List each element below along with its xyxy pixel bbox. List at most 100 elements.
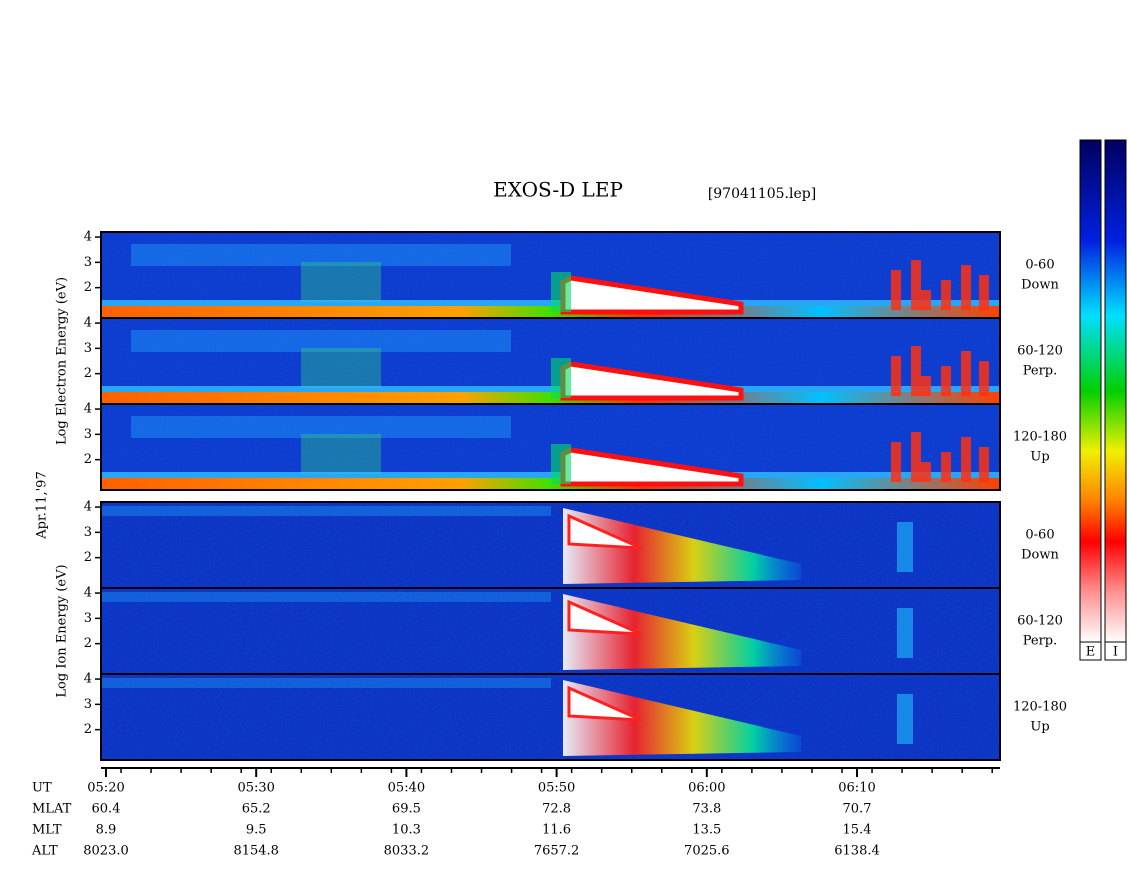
ephemeris-name: MLT [32,823,62,838]
y-tick-label: 4 [84,316,92,331]
ephemeris-value: 8154.8 [233,844,279,859]
x-tick-label: 05:50 [538,781,575,796]
panel-label: 0-60 [1025,258,1054,273]
y-tick-label: 3 [84,697,92,712]
ephemeris-name: ALT [31,844,58,859]
burst [891,270,901,310]
panel-frame [100,403,1001,491]
y-tick-label: 2 [84,550,92,565]
ephemeris-value: 8.9 [96,823,117,838]
color-bar-tag [1104,641,1127,661]
y-tick-label: 2 [84,366,92,381]
panel-label: 120-180 [1013,700,1067,715]
diffuse-band [101,506,551,516]
burst [911,260,921,310]
panel-label: 0-60 [1025,528,1054,543]
y-tick-label: 3 [84,427,92,442]
title: EXOS-D LEP [493,178,623,202]
ion-wedge [563,508,801,584]
diffuse-band [131,416,511,438]
low-energy-band [101,472,1000,482]
file-name: [97041105.lep] [708,186,816,202]
panel-label: Perp. [1023,634,1058,649]
y-tick-label: 3 [84,341,92,356]
burst [941,280,951,310]
ephemeris-value: 7025.6 [684,844,730,859]
panel-label: Down [1021,548,1059,563]
y-tick-label: 3 [84,255,92,270]
wedge-halo [551,358,571,398]
diffuse-band [101,592,551,602]
y-axis-label: Log Electron Energy (eV) [55,277,70,445]
ephemeris-value: 10.3 [392,823,421,838]
ephemeris-value: 13.5 [692,823,721,838]
ephemeris-value: 72.8 [542,802,571,817]
date: Apr.11,'97 [35,471,50,539]
ephemeris-value: 60.4 [92,802,121,817]
color-bar [1104,139,1127,643]
y-tick-label: 2 [84,636,92,651]
color-bar-tag [1079,641,1102,661]
panel-frame [100,673,1001,761]
ephemeris-value: 8033.2 [384,844,430,859]
diffuse-band [101,678,551,688]
spectrogram-noise [101,502,1000,588]
burst [891,356,901,396]
y-tick-label: 2 [84,722,92,737]
burst [891,442,901,482]
x-tick-label: 06:00 [688,781,725,796]
color-bar-label: E [1086,645,1096,660]
diffuse-band [301,434,381,474]
y-axis-label: Log Ion Energy (eV) [55,564,70,697]
wedge-halo [551,444,571,484]
diffuse-band [131,330,511,352]
ion-core [567,685,642,722]
y-tick-label: 2 [84,280,92,295]
low-energy-band [101,392,1000,404]
burst [961,437,971,482]
burst [911,346,921,396]
burst [961,351,971,396]
low-energy-band [101,386,1000,396]
burst [941,366,951,396]
panel-label: Up [1030,450,1049,465]
diffuse-band [301,348,381,388]
ion-wedge [563,594,801,670]
ephemeris-value: 69.5 [392,802,421,817]
burst [961,265,971,310]
y-tick-label: 4 [84,230,92,245]
panel-label: Down [1021,278,1059,293]
x-tick-label: 05:20 [87,781,124,796]
low-energy-band [101,300,1000,310]
panel-label: 60-120 [1017,614,1063,629]
panel-label: Perp. [1023,364,1058,379]
burst [979,275,989,310]
x-tick-label: 06:10 [838,781,875,796]
ephemeris-value: 7657.2 [534,844,580,859]
y-tick-label: 4 [84,672,92,687]
ion-wedge [563,680,801,756]
color-bar [1079,139,1102,643]
burst [921,376,931,396]
spectrogram-noise [101,588,1000,674]
diffuse-band [301,262,381,302]
x-tick-label: 05:40 [388,781,425,796]
burst [941,452,951,482]
ion-core [567,599,642,636]
low-energy-band [101,478,1000,490]
ion-core [567,513,642,550]
burst [979,447,989,482]
y-tick-label: 4 [84,500,92,515]
ephemeris-name: UT [32,781,52,796]
burst [897,694,913,744]
spectrogram-noise [101,674,1000,760]
panel-label: 120-180 [1013,430,1067,445]
wedge-halo [551,272,571,312]
ephemeris-name: MLAT [32,802,72,817]
burst [897,522,913,572]
y-tick-label: 3 [84,525,92,540]
y-tick-label: 4 [84,402,92,417]
y-tick-label: 3 [84,611,92,626]
ephemeris-value: 11.6 [542,823,571,838]
